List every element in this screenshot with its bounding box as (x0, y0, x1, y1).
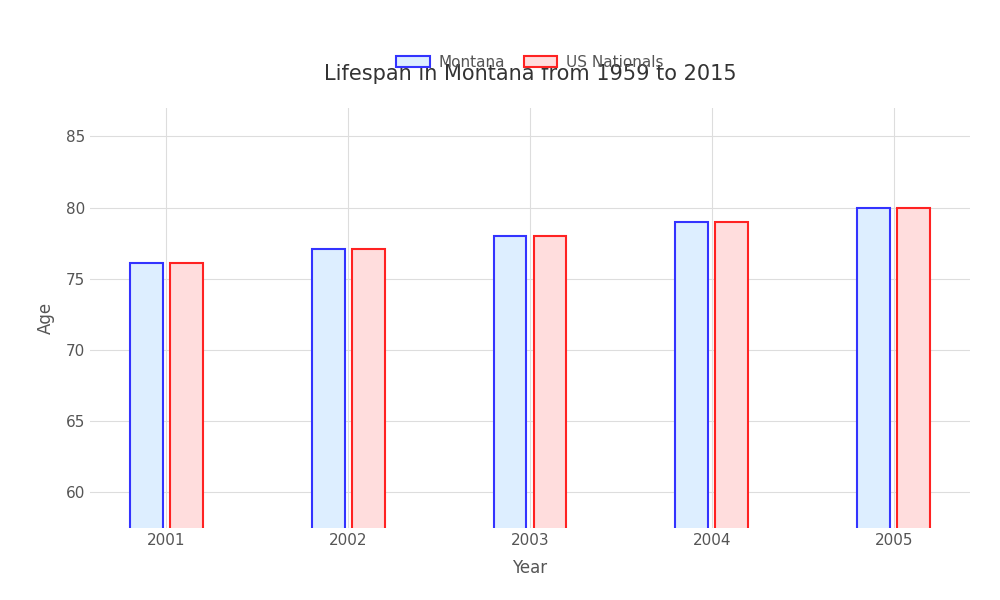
Bar (857, 208, 890, 600)
Y-axis label: Age: Age (37, 302, 55, 334)
Bar (312, 249, 345, 600)
Bar (352, 249, 385, 600)
Bar (897, 208, 930, 600)
Bar (534, 236, 566, 600)
Title: Lifespan in Montana from 1959 to 2015: Lifespan in Montana from 1959 to 2015 (324, 64, 736, 84)
Bar (715, 222, 748, 600)
Bar (675, 222, 708, 600)
Bar (170, 263, 203, 600)
Legend: Montana, US Nationals: Montana, US Nationals (390, 49, 670, 76)
X-axis label: Year: Year (512, 559, 548, 577)
Bar (130, 263, 163, 600)
Bar (494, 236, 526, 600)
